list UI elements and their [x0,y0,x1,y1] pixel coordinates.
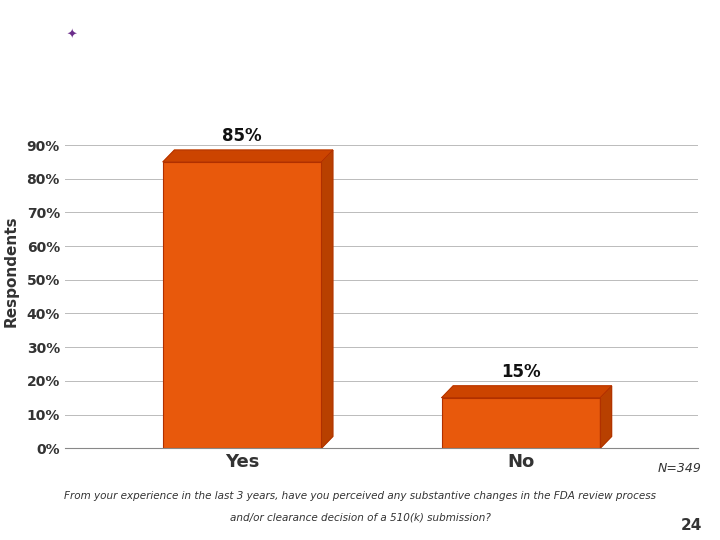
Bar [163,162,321,448]
Circle shape [0,10,310,65]
Text: ✦: ✦ [67,29,77,42]
Y-axis label: Respondents: Respondents [3,215,18,327]
Text: Respondents Perceiving Substantive Changes in: Respondents Perceiving Substantive Chang… [144,14,657,33]
Text: 24: 24 [680,518,702,532]
Polygon shape [442,386,611,397]
Text: From your experience in the last 3 years, have you perceived any substantive cha: From your experience in the last 3 years… [64,491,656,501]
Text: FDA Review Process: FDA Review Process [144,56,358,75]
Polygon shape [163,150,333,162]
Text: UNIVERSITY: UNIVERSITY [56,79,88,84]
Text: NORTHWESTERN: NORTHWESTERN [42,70,102,75]
Polygon shape [321,150,333,448]
Text: N=349: N=349 [658,462,702,475]
Text: 15%: 15% [501,363,541,381]
Text: 85%: 85% [222,127,262,145]
Text: and/or clearance decision of a 510(k) submission?: and/or clearance decision of a 510(k) su… [230,512,490,522]
Polygon shape [600,386,611,448]
Bar [442,397,600,448]
